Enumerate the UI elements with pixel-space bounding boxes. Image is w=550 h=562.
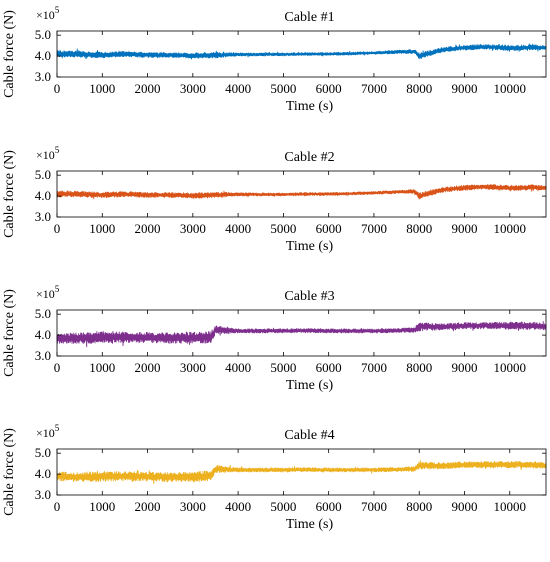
x-axis-label: Time (s) — [286, 99, 334, 114]
x-tick-label: 10000 — [494, 499, 527, 514]
x-tick-label: 5000 — [270, 360, 296, 375]
panel-cable-3: Cable #3 ×105 0 1000 2000 3000 4000 5000 6000 700… — [2, 284, 547, 393]
x-tick-label: 10000 — [494, 81, 527, 96]
y-tick-label: 5.0 — [35, 27, 51, 42]
x-tick-label: 8000 — [406, 499, 432, 514]
axis-multiplier: ×105 — [36, 5, 60, 22]
y-tick-label: 5.0 — [35, 306, 51, 321]
y-tick-label: 5.0 — [35, 445, 51, 460]
multiplier-base: ×10 — [36, 426, 55, 440]
x-axis-label: Time (s) — [286, 517, 334, 532]
x-tick-label: 4000 — [225, 81, 251, 96]
x-tick-label: 5000 — [270, 499, 296, 514]
axis-multiplier: ×105 — [36, 145, 60, 162]
x-tick-label: 3000 — [180, 499, 206, 514]
x-tick-label: 10000 — [494, 221, 527, 236]
x-tick-label: 4000 — [225, 221, 251, 236]
x-tick-label: 1000 — [89, 360, 115, 375]
x-tick-label: 1000 — [89, 221, 115, 236]
x-tick-label: 0 — [54, 499, 61, 514]
x-axis-label: Time (s) — [286, 239, 334, 254]
x-tick-label: 8000 — [406, 81, 432, 96]
chart-title: Cable #1 — [284, 10, 334, 25]
x-tick-label: 3000 — [180, 360, 206, 375]
y-tick-label: 4.0 — [35, 188, 51, 203]
multiplier-exponent: 5 — [55, 5, 60, 15]
chart-title: Cable #2 — [284, 150, 334, 165]
y-tick-label: 3.0 — [35, 209, 51, 224]
chart-title: Cable #3 — [284, 289, 334, 304]
x-tick-label: 8000 — [406, 360, 432, 375]
y-axis-label: Cable force (N) — [2, 428, 17, 516]
data-series-line — [56, 43, 547, 60]
x-tick-label: 6000 — [316, 221, 342, 236]
plot-frame — [56, 30, 547, 78]
panel-cable-4: Cable #4 ×105 0 1000 2000 3000 4000 5000 6000 700… — [2, 423, 547, 532]
multiplier-exponent: 5 — [55, 284, 60, 294]
x-tick-label: 9000 — [452, 221, 478, 236]
multiplier-exponent: 5 — [55, 145, 60, 155]
plot-frame — [56, 170, 547, 218]
x-tick-label: 4000 — [225, 360, 251, 375]
x-tick-label: 2000 — [135, 360, 161, 375]
y-tick-label: 5.0 — [35, 167, 51, 182]
x-tick-label: 2000 — [135, 81, 161, 96]
y-tick-label: 3.0 — [35, 348, 51, 363]
x-tick-label: 5000 — [270, 81, 296, 96]
data-series-line — [56, 321, 547, 348]
multiplier-base: ×10 — [36, 8, 55, 22]
x-tick-label: 0 — [54, 360, 61, 375]
multiplier-exponent: 5 — [55, 423, 60, 433]
data-series-line — [56, 183, 547, 200]
x-tick-label: 8000 — [406, 221, 432, 236]
x-tick-label: 9000 — [452, 499, 478, 514]
y-tick-label: 3.0 — [35, 69, 51, 84]
x-tick-label: 2000 — [135, 499, 161, 514]
x-tick-label: 7000 — [361, 81, 387, 96]
x-tick-label: 6000 — [316, 81, 342, 96]
y-tick-label: 4.0 — [35, 327, 51, 342]
panel-cable-2: Cable #2 ×105 0 1000 2000 3000 4000 5000 6000 700… — [2, 145, 547, 254]
x-tick-label: 2000 — [135, 221, 161, 236]
x-tick-label: 7000 — [361, 221, 387, 236]
x-tick-label: 7000 — [361, 499, 387, 514]
x-tick-label: 0 — [54, 81, 61, 96]
x-tick-label: 9000 — [452, 360, 478, 375]
x-tick-label: 6000 — [316, 360, 342, 375]
x-tick-label: 10000 — [494, 360, 527, 375]
axis-multiplier: ×105 — [36, 423, 60, 440]
multiplier-base: ×10 — [36, 148, 55, 162]
x-axis-label: Time (s) — [286, 378, 334, 393]
x-tick-label: 3000 — [180, 221, 206, 236]
x-tick-label: 1000 — [89, 499, 115, 514]
y-tick-label: 3.0 — [35, 487, 51, 502]
axis-multiplier: ×105 — [36, 284, 60, 301]
y-tick-label: 4.0 — [35, 466, 51, 481]
y-axis-label: Cable force (N) — [2, 150, 17, 238]
plot-frame — [56, 309, 547, 357]
x-tick-label: 6000 — [316, 499, 342, 514]
data-series-line — [56, 460, 547, 485]
x-tick-label: 7000 — [361, 360, 387, 375]
plot-frame — [56, 448, 547, 496]
chart-title: Cable #4 — [284, 428, 334, 443]
x-tick-label: 0 — [54, 221, 61, 236]
panel-cable-1: Cable #1 ×105 0 1000 2000 3000 4000 5000 6000 700… — [2, 5, 547, 114]
y-axis-label: Cable force (N) — [2, 10, 17, 98]
multiplier-base: ×10 — [36, 287, 55, 301]
x-tick-label: 4000 — [225, 499, 251, 514]
x-tick-label: 9000 — [452, 81, 478, 96]
x-tick-label: 3000 — [180, 81, 206, 96]
x-tick-label: 1000 — [89, 81, 115, 96]
y-axis-label: Cable force (N) — [2, 289, 17, 377]
y-tick-label: 4.0 — [35, 48, 51, 63]
x-tick-label: 5000 — [270, 221, 296, 236]
